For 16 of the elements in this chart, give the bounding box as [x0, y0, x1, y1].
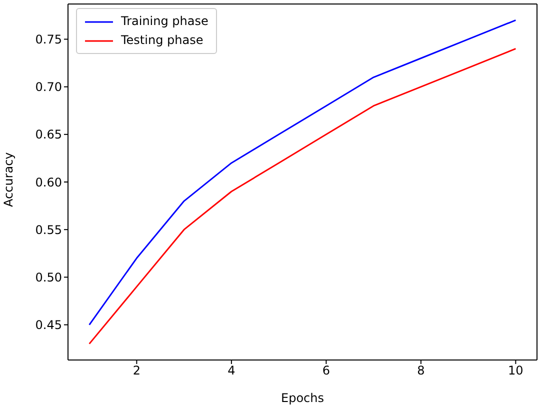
y-tick-label: 0.45 — [35, 318, 62, 332]
x-tick-label: 4 — [228, 364, 236, 378]
y-tick-label: 0.70 — [35, 80, 62, 94]
y-tick-label: 0.65 — [35, 128, 62, 142]
x-axis-title: Epochs — [281, 391, 324, 405]
x-tick-label: 8 — [417, 364, 425, 378]
y-tick-label: 0.75 — [35, 32, 62, 46]
legend-label: Training phase — [121, 13, 208, 30]
y-tick-label: 0.50 — [35, 270, 62, 284]
y-tick-label: 0.55 — [35, 222, 62, 237]
x-tick-label: 6 — [322, 364, 330, 378]
legend-label: Testing phase — [121, 32, 204, 49]
x-tick-label: 10 — [508, 364, 524, 378]
y-axis-title: Accuracy — [1, 152, 16, 207]
y-tick-label: 0.60 — [35, 175, 62, 190]
x-tick-label: 2 — [132, 364, 141, 378]
